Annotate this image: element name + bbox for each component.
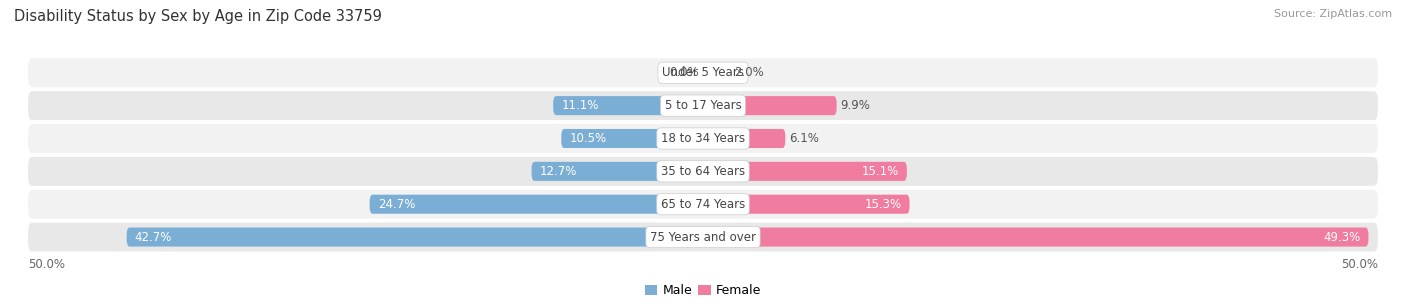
FancyBboxPatch shape xyxy=(703,63,730,82)
Text: 24.7%: 24.7% xyxy=(378,198,415,211)
FancyBboxPatch shape xyxy=(531,162,703,181)
Text: 75 Years and over: 75 Years and over xyxy=(650,230,756,244)
Legend: Male, Female: Male, Female xyxy=(645,284,761,297)
FancyBboxPatch shape xyxy=(28,58,1378,87)
FancyBboxPatch shape xyxy=(370,195,703,214)
Text: 5 to 17 Years: 5 to 17 Years xyxy=(665,99,741,112)
FancyBboxPatch shape xyxy=(561,129,703,148)
FancyBboxPatch shape xyxy=(127,227,703,247)
Text: 50.0%: 50.0% xyxy=(1341,258,1378,271)
Text: Disability Status by Sex by Age in Zip Code 33759: Disability Status by Sex by Age in Zip C… xyxy=(14,9,382,24)
FancyBboxPatch shape xyxy=(553,96,703,115)
Text: 9.9%: 9.9% xyxy=(841,99,870,112)
FancyBboxPatch shape xyxy=(703,96,837,115)
Text: 11.1%: 11.1% xyxy=(561,99,599,112)
FancyBboxPatch shape xyxy=(28,91,1378,120)
Text: 50.0%: 50.0% xyxy=(28,258,65,271)
Text: 65 to 74 Years: 65 to 74 Years xyxy=(661,198,745,211)
Text: 2.0%: 2.0% xyxy=(734,66,763,79)
Text: Under 5 Years: Under 5 Years xyxy=(662,66,744,79)
Text: Source: ZipAtlas.com: Source: ZipAtlas.com xyxy=(1274,9,1392,19)
Text: 42.7%: 42.7% xyxy=(135,230,172,244)
FancyBboxPatch shape xyxy=(28,157,1378,186)
Text: 49.3%: 49.3% xyxy=(1323,230,1361,244)
FancyBboxPatch shape xyxy=(28,223,1378,251)
Text: 35 to 64 Years: 35 to 64 Years xyxy=(661,165,745,178)
Text: 10.5%: 10.5% xyxy=(569,132,606,145)
FancyBboxPatch shape xyxy=(28,124,1378,153)
Text: 15.1%: 15.1% xyxy=(862,165,898,178)
FancyBboxPatch shape xyxy=(703,195,910,214)
Text: 12.7%: 12.7% xyxy=(540,165,576,178)
Text: 15.3%: 15.3% xyxy=(865,198,901,211)
Text: 18 to 34 Years: 18 to 34 Years xyxy=(661,132,745,145)
FancyBboxPatch shape xyxy=(703,129,786,148)
FancyBboxPatch shape xyxy=(703,162,907,181)
Text: 6.1%: 6.1% xyxy=(789,132,820,145)
FancyBboxPatch shape xyxy=(703,227,1368,247)
Text: 0.0%: 0.0% xyxy=(669,66,699,79)
FancyBboxPatch shape xyxy=(28,190,1378,219)
